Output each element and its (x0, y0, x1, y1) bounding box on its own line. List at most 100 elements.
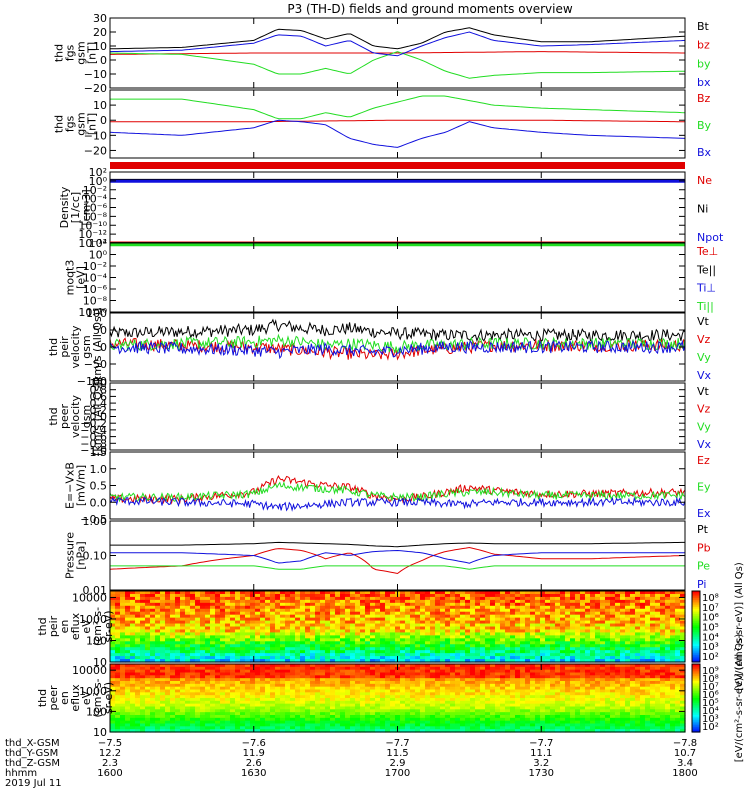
spectrogram-cell (330, 695, 336, 699)
spectrogram-cell (210, 641, 216, 645)
spectrogram-cell (180, 641, 186, 645)
spectrogram-cell (355, 647, 361, 651)
spectrogram-cell (455, 666, 461, 671)
y-axis-label-line: gsm (75, 112, 88, 135)
spectrogram-cell (475, 617, 481, 622)
spectrogram-cell (485, 617, 491, 622)
spectrogram-cell (565, 650, 571, 654)
spectrogram-cell (225, 689, 231, 693)
spectrogram-cell (350, 678, 356, 682)
spectrogram-cell (145, 656, 151, 660)
spectrogram-cell (230, 675, 236, 679)
spectrogram-cell (180, 608, 186, 613)
spectrogram-cell (120, 602, 126, 607)
spectrogram-cell (635, 611, 641, 616)
spectrogram-cell (140, 638, 146, 642)
spectrogram-cell (675, 644, 681, 648)
spectrogram-cell (390, 678, 396, 682)
spectrogram-cell (200, 706, 206, 710)
spectrogram-cell (660, 647, 666, 651)
spectrogram-cell (535, 617, 541, 622)
spectrogram-cell (160, 703, 166, 708)
spectrogram-cell (125, 611, 131, 616)
spectrogram-cell (240, 720, 246, 725)
y-tick-label: 10² (89, 166, 107, 179)
spectrogram-cell (485, 591, 491, 595)
spectrogram-cell (605, 602, 611, 607)
spectrogram-cell (125, 647, 131, 651)
spectrogram-cell (380, 695, 386, 699)
spectrogram-cell (145, 611, 151, 616)
spectrogram-cell (580, 632, 586, 636)
spectrogram-cell (145, 729, 151, 733)
spectrogram-cell (135, 664, 141, 668)
spectrogram-cell (395, 614, 401, 619)
spectrogram-cell (545, 596, 551, 601)
spectrogram-cell (115, 715, 121, 719)
spectrogram-cell (495, 591, 501, 595)
spectrogram-cell (510, 608, 516, 613)
spectrogram-cell (650, 659, 656, 663)
spectrogram-cell (460, 611, 466, 616)
spectrogram-cell (325, 599, 331, 604)
spectrogram-cell (450, 720, 456, 725)
spectrogram-cell (265, 712, 271, 716)
spectrogram-cell (230, 602, 236, 607)
spectrogram-cell (285, 638, 291, 642)
spectrogram-cell (370, 672, 376, 676)
spectrogram-cell (240, 596, 246, 601)
spectrogram-cell (445, 700, 451, 705)
spectrogram-cell (480, 706, 486, 710)
spectrogram-cell (400, 605, 406, 610)
spectrogram-cell (430, 602, 436, 607)
spectrogram-cell (450, 650, 456, 654)
spectrogram-cell (510, 596, 516, 601)
spectrogram-cell (395, 689, 401, 693)
spectrogram-cell (355, 703, 361, 708)
spectrogram-cell (130, 650, 136, 654)
spectrogram-cell (535, 641, 541, 645)
spectrogram-cell (420, 709, 426, 713)
spectrogram-cell (655, 596, 661, 601)
spectrogram-cell (165, 715, 171, 719)
spectrogram-cell (600, 638, 606, 642)
spectrogram-cell (365, 617, 371, 622)
spectrogram-cell (115, 596, 121, 601)
spectrogram-cell (220, 599, 226, 604)
spectrogram-cell (465, 729, 471, 733)
spectrogram-cell (465, 681, 471, 685)
spectrogram-cell (245, 678, 251, 682)
spectrogram-cell (620, 602, 626, 607)
spectrogram-cell (460, 638, 466, 642)
spectrogram-cell (240, 650, 246, 654)
spectrogram-cell (525, 593, 531, 598)
spectrogram-cell (345, 689, 351, 693)
spectrogram-cell (295, 683, 301, 688)
spectrogram-cell (335, 602, 341, 607)
spectrogram-cell (530, 602, 536, 607)
spectrogram-cell (195, 726, 201, 730)
spectrogram-cell (275, 689, 281, 693)
spectrogram-cell (600, 623, 606, 628)
spectrogram-cell (395, 611, 401, 616)
spectrogram-cell (425, 638, 431, 642)
spectrogram-cell (465, 617, 471, 622)
spectrogram-cell (225, 706, 231, 710)
spectrogram-cell (575, 620, 581, 625)
spectrogram-cell (230, 608, 236, 613)
spectrogram-cell (115, 611, 121, 616)
spectrogram-cell (330, 703, 336, 708)
spectrogram-cell (255, 608, 261, 613)
spectrogram-cell (595, 629, 601, 634)
spectrogram-cell (230, 626, 236, 631)
spectrogram-cell (410, 700, 416, 705)
spectrogram-cell (300, 620, 306, 625)
spectrogram-cell (235, 614, 241, 619)
spectrogram-cell (670, 623, 676, 628)
y-tick-label: 1000 (79, 613, 107, 626)
spectrogram-cell (175, 650, 181, 654)
spectrogram-cell (160, 632, 166, 636)
spectrogram-cell (265, 605, 271, 610)
spectrogram-cell (250, 683, 256, 688)
spectrogram-cell (580, 623, 586, 628)
